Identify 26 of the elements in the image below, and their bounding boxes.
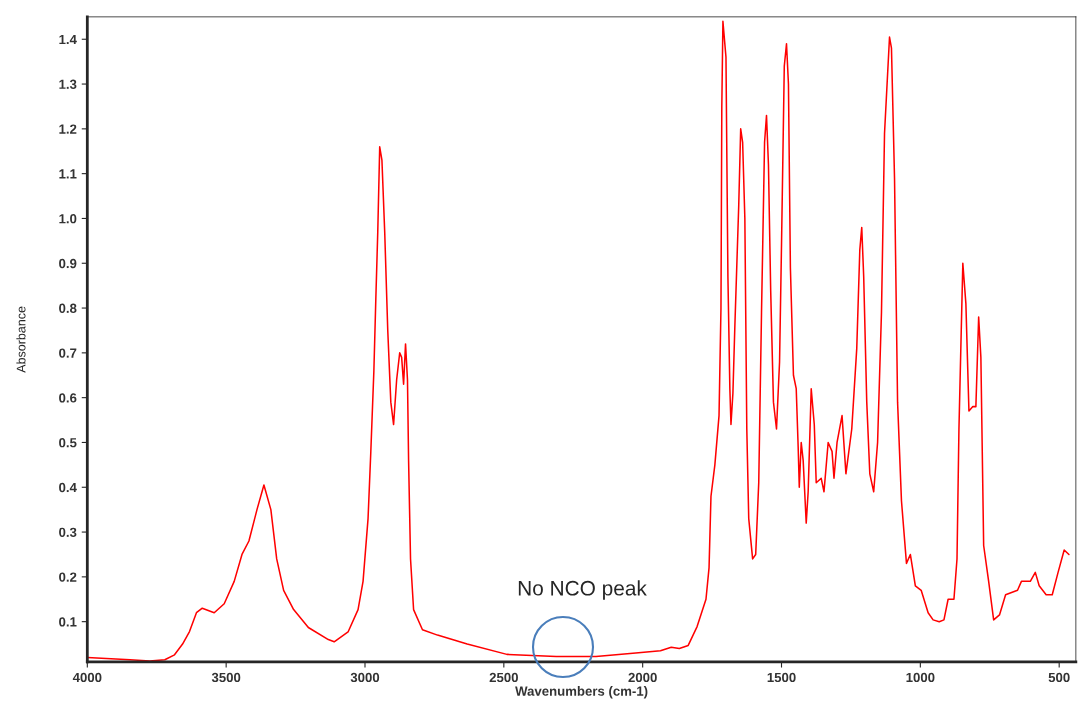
- x-tick-label: 3000: [350, 672, 380, 683]
- y-tick-label: 0.1: [59, 617, 77, 627]
- y-tick-label: 1.4: [59, 34, 77, 45]
- x-tick-label: 3500: [211, 672, 241, 683]
- x-tick-label: 1000: [906, 672, 935, 683]
- x-tick-label: 1500: [767, 672, 796, 683]
- y-tick-label: 1.1: [59, 169, 77, 179]
- line-series: [87, 20, 1070, 662]
- y-tick-label: 0.3: [59, 527, 77, 537]
- y-tick-label: 1.2: [59, 124, 77, 134]
- y-tick-label: 0.8: [59, 303, 77, 313]
- x-tick-label: 500: [1048, 672, 1070, 683]
- y-tick-label: 1.0: [59, 214, 77, 224]
- x-tick-label: 2500: [489, 672, 518, 683]
- y-axis-title: Absorbance: [16, 306, 26, 373]
- y-tick-label: 0.2: [59, 572, 77, 582]
- annotation: No NCO peak: [518, 580, 647, 600]
- y-tick-label: 0.6: [59, 393, 77, 403]
- y-tick-label: 0.4: [59, 482, 77, 493]
- x-axis-title: Wavenumbers (cm-1): [515, 686, 648, 699]
- x-tick-label: 4000: [72, 672, 102, 683]
- y-tick-label: 0.9: [59, 258, 77, 269]
- y-tick-label: 0.5: [59, 438, 77, 448]
- x-tick-label: 2000: [628, 672, 657, 683]
- y-tick-label: 1.3: [59, 79, 77, 89]
- y-tick-label: 0.7: [59, 348, 77, 358]
